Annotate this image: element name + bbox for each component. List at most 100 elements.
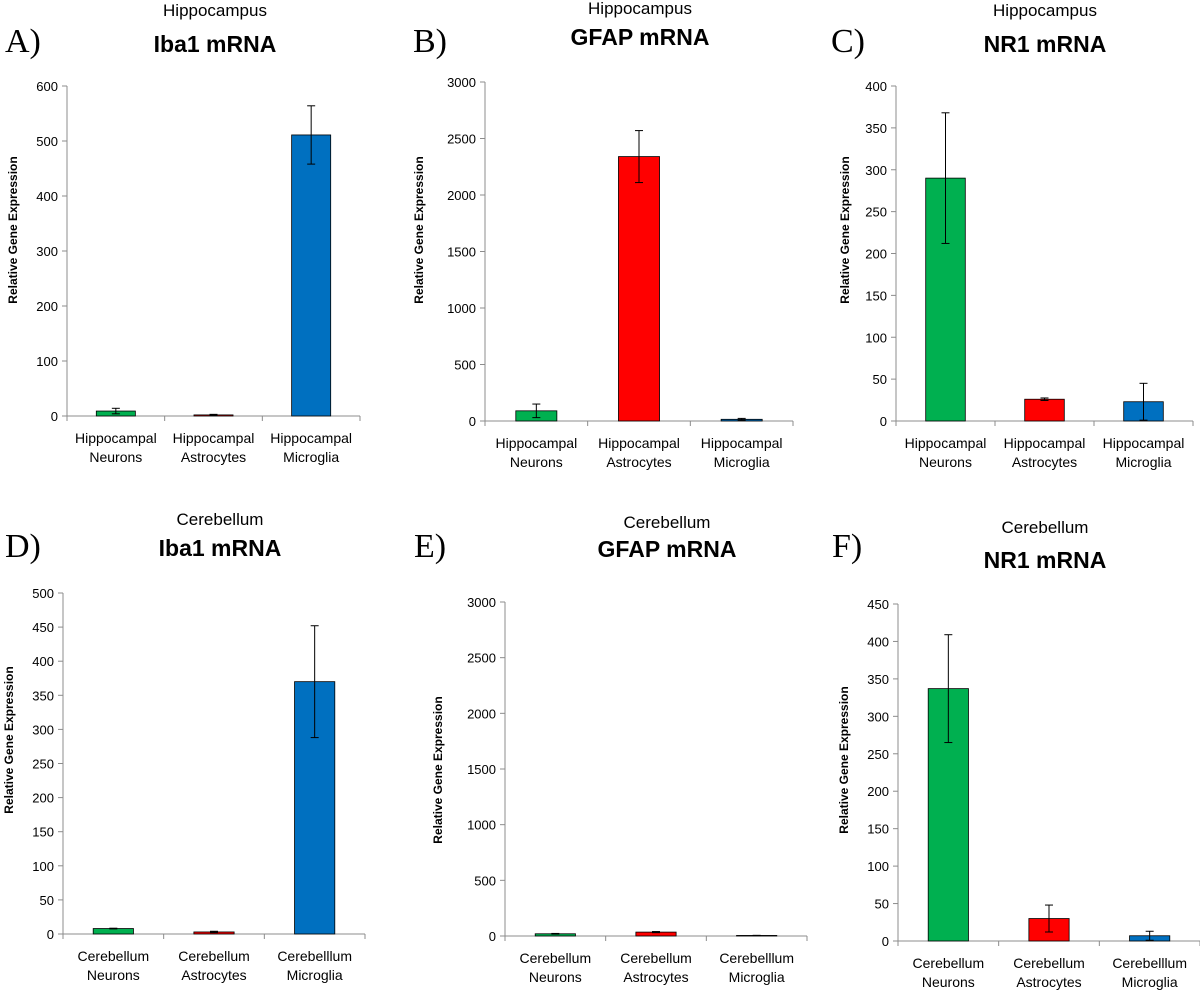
chart-subtitle: Cerebellum <box>1002 518 1089 537</box>
panel-label: B) <box>413 23 447 60</box>
y-tick-label: 100 <box>36 354 58 369</box>
x-category-label-line: Microglia <box>714 454 770 470</box>
y-tick-label: 2500 <box>447 132 476 147</box>
y-tick-label: 3000 <box>467 595 496 610</box>
x-category-label-line: Hippocampal <box>495 435 577 451</box>
y-axis-label: Relative Gene Expression <box>838 156 852 303</box>
x-category-label-line: Hippocampal <box>701 435 783 451</box>
y-tick-label: 0 <box>47 927 54 942</box>
x-category-label: Hippocampal Microglia <box>1103 435 1185 470</box>
y-axis-label: Relative Gene Expression <box>431 696 445 843</box>
panel-label: C) <box>831 23 865 60</box>
x-category-label-line: Hippocampal <box>173 430 255 446</box>
x-category-label-line: Neurons <box>922 974 975 990</box>
chart-title: NR1 mRNA <box>984 547 1107 573</box>
y-tick-label: 0 <box>469 414 476 429</box>
x-category-label-line: Hippocampal <box>905 435 987 451</box>
x-category-label: Hippocampal Microglia <box>701 435 783 470</box>
chart-subtitle: Cerebellum <box>177 510 264 529</box>
x-category-label-line: Neurons <box>510 454 563 470</box>
y-tick-label: 350 <box>867 672 889 687</box>
x-category-label-line: Cerebellum <box>78 948 150 964</box>
x-category-label-line: Microglia <box>1122 974 1178 990</box>
y-tick-label: 250 <box>32 757 54 772</box>
x-category-label: Hippocampal Neurons <box>75 430 157 465</box>
x-category-label-line: Microglia <box>729 969 785 985</box>
x-category-label: Cerebellum Neurons <box>520 950 592 985</box>
y-tick-label: 200 <box>867 784 889 799</box>
y-tick-label: 50 <box>875 897 889 912</box>
x-category-label: Hippocampal Neurons <box>495 435 577 470</box>
x-category-label: Hippocampal Astrocytes <box>1004 435 1086 470</box>
y-tick-label: 1500 <box>447 245 476 260</box>
x-category-label-line: Hippocampal <box>75 430 157 446</box>
x-category-label-line: Cerebelllum <box>277 948 352 964</box>
y-tick-label: 350 <box>32 688 54 703</box>
x-category-label-line: Neurons <box>87 967 140 983</box>
x-category-label: Cerebelllum Microglia <box>1112 955 1187 990</box>
y-tick-label: 0 <box>882 934 889 949</box>
x-category-label-line: Neurons <box>919 454 972 470</box>
x-category-label-line: Hippocampal <box>598 435 680 451</box>
y-tick-label: 150 <box>32 825 54 840</box>
y-tick-label: 1500 <box>467 762 496 777</box>
x-category-label: Hippocampal Astrocytes <box>173 430 255 465</box>
y-axis-label: Relative Gene Expression <box>6 156 20 303</box>
y-tick-label: 400 <box>865 79 887 94</box>
x-category-label-line: Cerebellum <box>1013 955 1085 971</box>
chart-title: GFAP mRNA <box>571 24 710 50</box>
y-tick-label: 450 <box>32 620 54 635</box>
y-axis-label: Relative Gene Expression <box>2 666 16 813</box>
chart-subtitle: Hippocampus <box>993 1 1097 20</box>
y-tick-label: 600 <box>36 79 58 94</box>
y-tick-label: 0 <box>51 409 58 424</box>
x-category-label-line: Astrocytes <box>181 967 246 983</box>
x-category-label-line: Cerebellum <box>620 950 692 966</box>
y-tick-label: 2500 <box>467 651 496 666</box>
x-category-label-line: Hippocampal <box>1004 435 1086 451</box>
y-tick-label: 100 <box>32 859 54 874</box>
x-category-label-line: Cerebelllum <box>1112 955 1187 971</box>
y-tick-label: 250 <box>867 747 889 762</box>
y-tick-label: 500 <box>36 134 58 149</box>
bar <box>618 156 660 422</box>
chart-title: Iba1 mRNA <box>154 31 277 57</box>
x-category-label-line: Astrocytes <box>1012 454 1077 470</box>
x-category-label-line: Cerebelllum <box>719 950 794 966</box>
y-tick-label: 500 <box>474 873 496 888</box>
y-tick-label: 1000 <box>467 818 496 833</box>
y-tick-label: 1000 <box>447 301 476 316</box>
x-category-label-line: Astrocytes <box>606 454 671 470</box>
y-axis-label: Relative Gene Expression <box>412 156 426 303</box>
x-category-label: Hippocampal Neurons <box>905 435 987 470</box>
x-category-label-line: Astrocytes <box>1016 974 1081 990</box>
y-tick-label: 2000 <box>467 706 496 721</box>
y-tick-label: 2000 <box>447 188 476 203</box>
y-tick-label: 300 <box>867 709 889 724</box>
x-category-label-line: Cerebellum <box>913 955 985 971</box>
chart-title: GFAP mRNA <box>598 536 737 562</box>
y-tick-label: 100 <box>865 330 887 345</box>
x-category-label-line: Neurons <box>89 449 142 465</box>
y-tick-label: 0 <box>880 414 887 429</box>
y-tick-label: 100 <box>867 859 889 874</box>
y-tick-label: 300 <box>32 722 54 737</box>
y-tick-label: 450 <box>867 597 889 612</box>
x-category-label-line: Microglia <box>1115 454 1171 470</box>
chart-subtitle: Hippocampus <box>163 1 267 20</box>
y-tick-label: 300 <box>36 244 58 259</box>
x-category-label-line: Astrocytes <box>181 449 246 465</box>
chart-title: NR1 mRNA <box>984 31 1107 57</box>
y-tick-label: 500 <box>32 586 54 601</box>
x-category-label-line: Microglia <box>283 449 339 465</box>
y-tick-label: 0 <box>489 929 496 944</box>
y-tick-label: 50 <box>873 372 887 387</box>
bar <box>291 134 332 417</box>
y-tick-label: 200 <box>865 247 887 262</box>
panel-label: A) <box>5 23 41 60</box>
x-category-label-line: Hippocampal <box>1103 435 1185 451</box>
